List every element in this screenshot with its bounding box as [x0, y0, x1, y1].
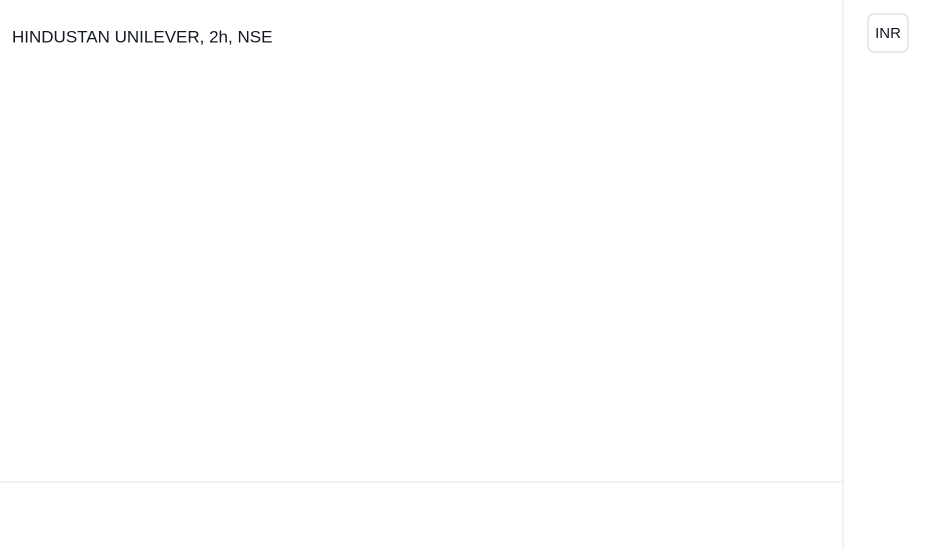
currency-button[interactable]	[867, 13, 909, 53]
chart-title: HINDUSTAN UNILEVER, 2h, NSE	[12, 27, 272, 46]
currency-label[interactable]: INR	[875, 25, 901, 42]
